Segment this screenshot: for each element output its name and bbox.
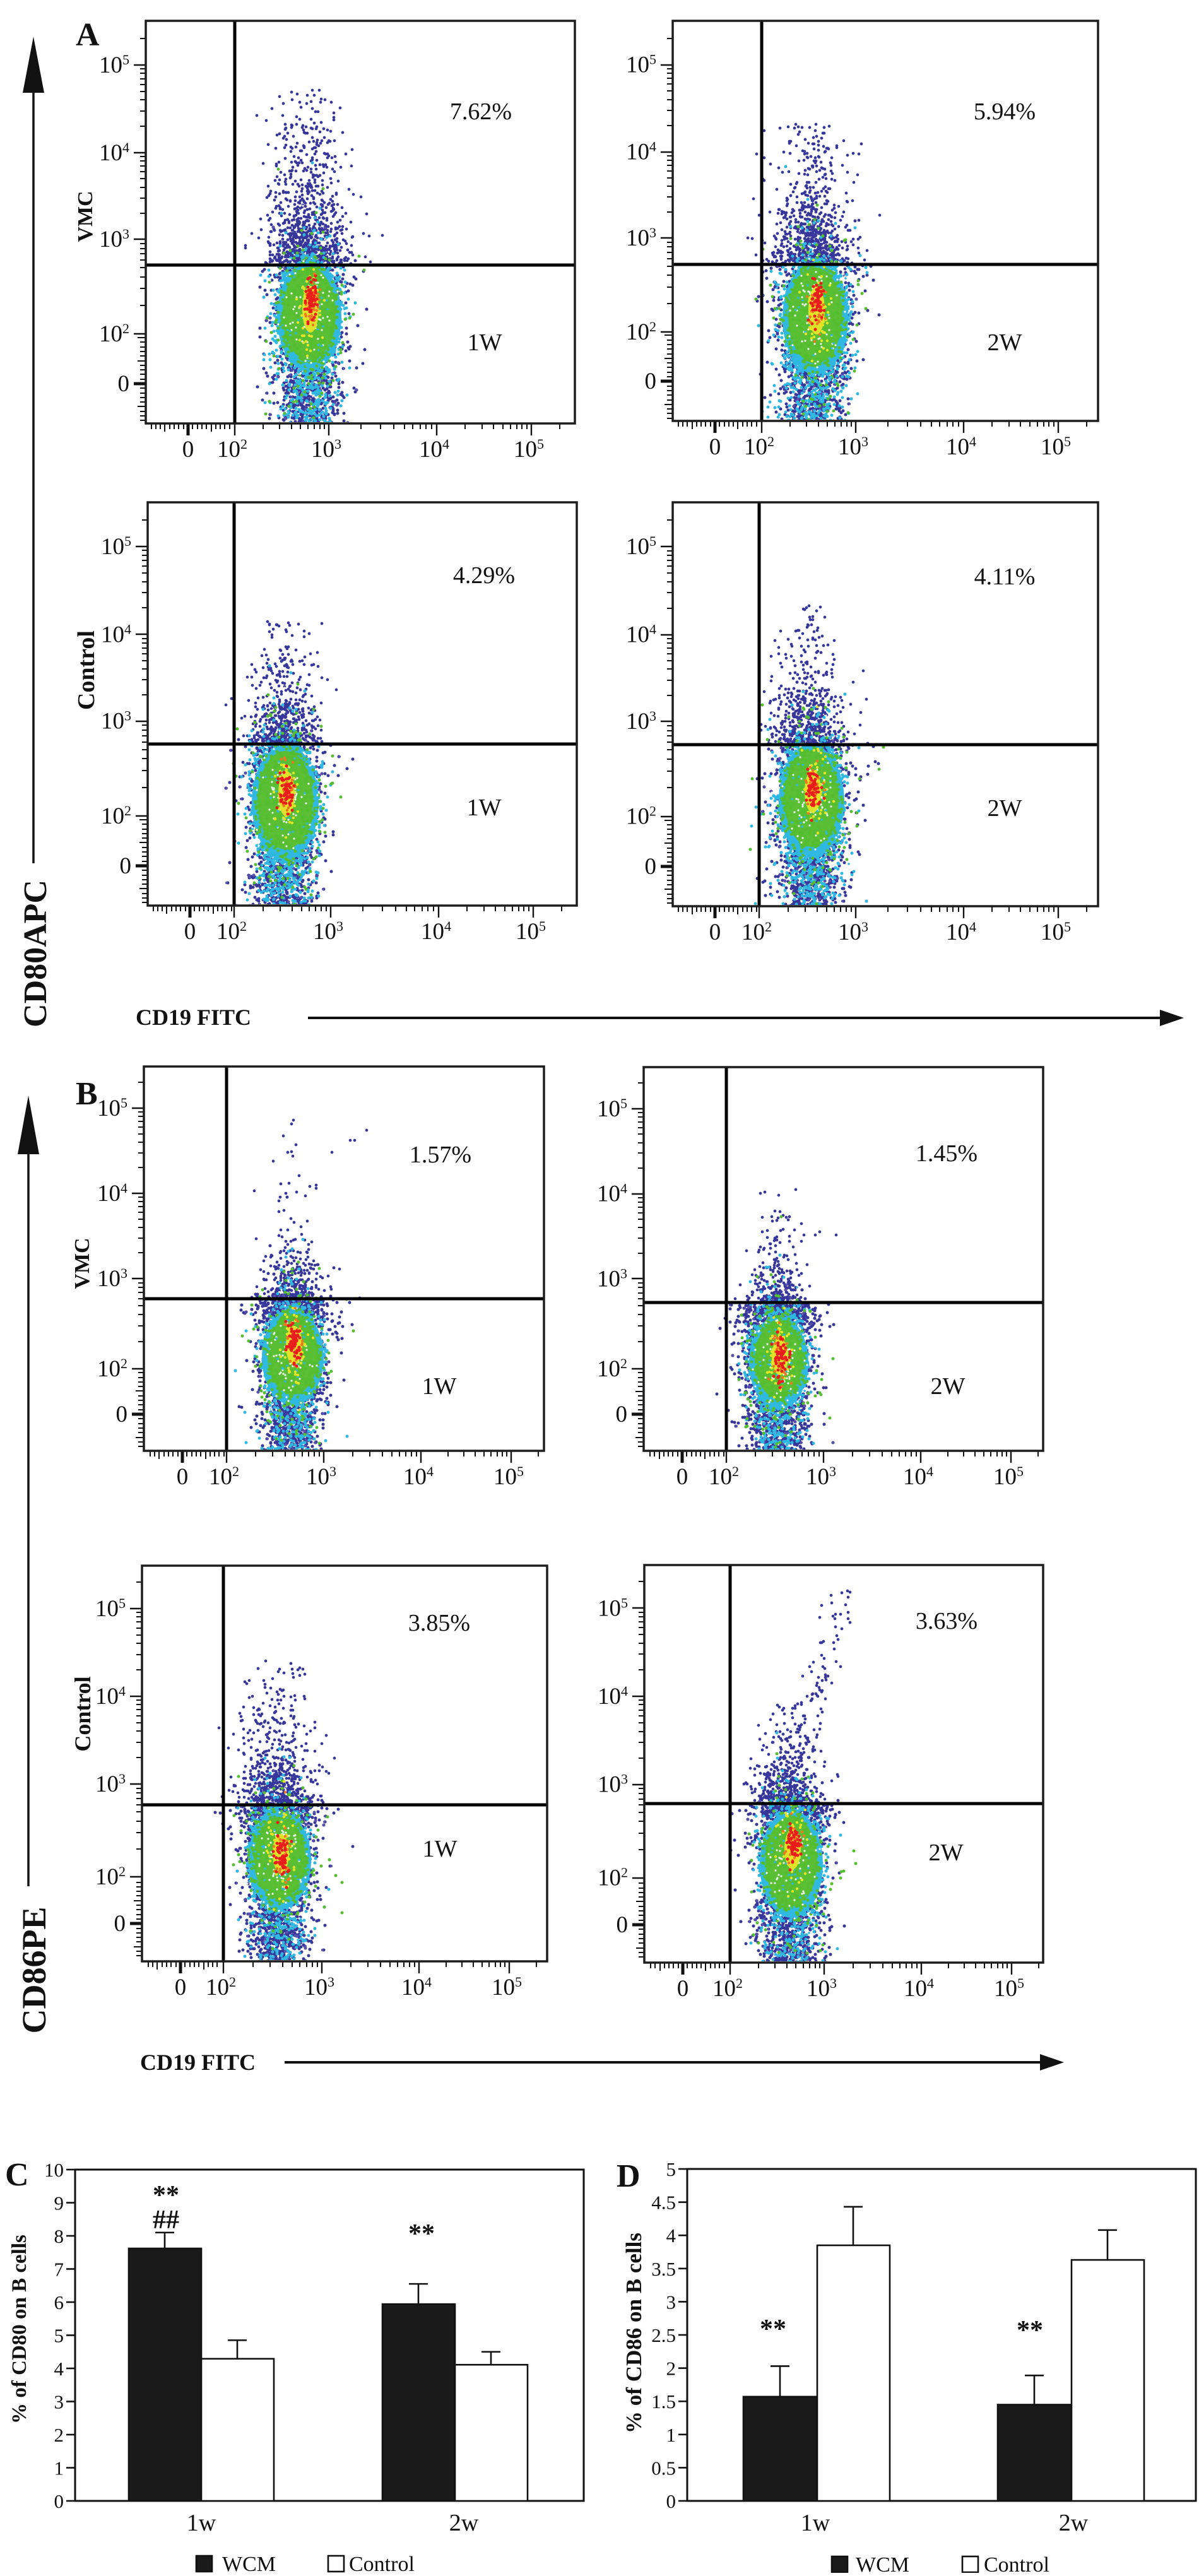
svg-text:A: A bbox=[76, 17, 100, 53]
svg-text:5: 5 bbox=[54, 2325, 64, 2347]
svg-text:2W: 2W bbox=[988, 795, 1022, 822]
svg-text:2: 2 bbox=[54, 2424, 64, 2446]
svg-text:2.5: 2.5 bbox=[651, 2324, 676, 2346]
svg-text:0: 0 bbox=[182, 437, 194, 463]
svg-text:0: 0 bbox=[116, 1402, 128, 1427]
svg-text:**: ** bbox=[1017, 2316, 1043, 2345]
svg-text:0: 0 bbox=[616, 1402, 628, 1427]
svg-text:WCM: WCM bbox=[856, 2553, 909, 2573]
svg-text:0: 0 bbox=[709, 434, 721, 460]
svg-text:WCM: WCM bbox=[222, 2553, 276, 2573]
svg-text:**: ** bbox=[153, 2181, 179, 2210]
svg-text:0: 0 bbox=[617, 1912, 629, 1938]
svg-text:1W: 1W bbox=[422, 1373, 457, 1400]
svg-text:2: 2 bbox=[666, 2358, 676, 2380]
svg-text:102: 102 bbox=[97, 1356, 127, 1382]
svg-text:10: 10 bbox=[44, 2159, 64, 2181]
svg-text:CD19 FITC: CD19 FITC bbox=[136, 1005, 251, 1030]
svg-text:C: C bbox=[5, 2157, 29, 2193]
svg-text:6: 6 bbox=[54, 2291, 64, 2313]
svg-text:105: 105 bbox=[97, 1095, 127, 1121]
svg-text:1.5: 1.5 bbox=[651, 2390, 676, 2413]
svg-text:5.94%: 5.94% bbox=[974, 98, 1036, 125]
svg-text:0: 0 bbox=[677, 1976, 689, 2002]
svg-text:3.85%: 3.85% bbox=[408, 1610, 470, 1636]
svg-text:4.29%: 4.29% bbox=[453, 562, 515, 589]
svg-text:0: 0 bbox=[645, 854, 657, 880]
svg-text:% of CD80 on B cells: % of CD80 on B cells bbox=[8, 2235, 31, 2424]
svg-text:2W: 2W bbox=[929, 1840, 964, 1866]
svg-text:Control: Control bbox=[70, 1676, 95, 1751]
svg-text:1w: 1w bbox=[801, 2510, 830, 2536]
svg-text:1W: 1W bbox=[468, 329, 502, 356]
svg-text:% of CD86 on B cells: % of CD86 on B cells bbox=[622, 2233, 646, 2433]
svg-text:3: 3 bbox=[54, 2391, 64, 2413]
svg-text:0: 0 bbox=[666, 2490, 676, 2512]
svg-text:1W: 1W bbox=[467, 795, 502, 821]
svg-text:0: 0 bbox=[118, 371, 130, 397]
svg-text:3.63%: 3.63% bbox=[916, 1608, 978, 1634]
svg-text:7: 7 bbox=[54, 2259, 64, 2281]
svg-text:4.11%: 4.11% bbox=[974, 564, 1036, 590]
svg-text:4: 4 bbox=[54, 2358, 64, 2380]
svg-text:1w: 1w bbox=[187, 2510, 216, 2536]
svg-text:0: 0 bbox=[177, 1464, 189, 1490]
svg-text:CD19 FITC: CD19 FITC bbox=[140, 2050, 256, 2075]
svg-text:Control: Control bbox=[349, 2553, 415, 2573]
svg-text:103: 103 bbox=[838, 434, 868, 460]
svg-text:8: 8 bbox=[54, 2225, 64, 2247]
svg-text:0: 0 bbox=[54, 2490, 64, 2512]
svg-text:3.5: 3.5 bbox=[651, 2258, 676, 2280]
svg-text:2w: 2w bbox=[449, 2510, 479, 2536]
svg-text:9: 9 bbox=[54, 2192, 64, 2214]
svg-text:1.57%: 1.57% bbox=[410, 1142, 471, 1168]
svg-text:102: 102 bbox=[101, 803, 131, 829]
svg-text:2W: 2W bbox=[931, 1373, 966, 1400]
svg-text:0: 0 bbox=[175, 1975, 187, 2000]
svg-text:Control: Control bbox=[984, 2553, 1049, 2573]
svg-text:105: 105 bbox=[598, 1595, 628, 1621]
svg-text:**: ** bbox=[408, 2219, 435, 2248]
svg-text:7.62%: 7.62% bbox=[450, 98, 512, 125]
svg-text:105: 105 bbox=[994, 1975, 1024, 2002]
svg-text:104: 104 bbox=[419, 436, 449, 463]
svg-text:CD80APC: CD80APC bbox=[18, 880, 54, 1027]
svg-text:Control: Control bbox=[73, 630, 100, 710]
svg-text:1.45%: 1.45% bbox=[916, 1140, 978, 1167]
svg-text:CD86PE: CD86PE bbox=[15, 1907, 53, 2034]
svg-text:0: 0 bbox=[645, 369, 657, 394]
svg-text:0: 0 bbox=[114, 1911, 126, 1937]
svg-text:D: D bbox=[617, 2158, 641, 2194]
svg-text:0: 0 bbox=[676, 1464, 688, 1490]
svg-text:2w: 2w bbox=[1059, 2510, 1089, 2536]
svg-text:1: 1 bbox=[666, 2424, 676, 2446]
svg-text:4.5: 4.5 bbox=[651, 2192, 676, 2214]
svg-text:1: 1 bbox=[54, 2457, 64, 2479]
svg-text:0: 0 bbox=[709, 919, 721, 945]
svg-text:0: 0 bbox=[120, 853, 132, 879]
svg-text:4: 4 bbox=[666, 2224, 676, 2247]
svg-text:B: B bbox=[76, 1076, 98, 1112]
svg-text:5: 5 bbox=[666, 2158, 676, 2180]
svg-text:3: 3 bbox=[666, 2291, 676, 2313]
svg-text:VMC: VMC bbox=[71, 1238, 94, 1289]
svg-text:**: ** bbox=[760, 2315, 786, 2344]
svg-text:##: ## bbox=[153, 2206, 179, 2235]
svg-text:VMC: VMC bbox=[74, 191, 97, 242]
svg-text:1W: 1W bbox=[423, 1836, 458, 1862]
svg-text:0.5: 0.5 bbox=[651, 2457, 676, 2479]
svg-text:0: 0 bbox=[184, 919, 196, 945]
svg-text:105: 105 bbox=[626, 52, 656, 78]
svg-text:2W: 2W bbox=[988, 329, 1022, 356]
